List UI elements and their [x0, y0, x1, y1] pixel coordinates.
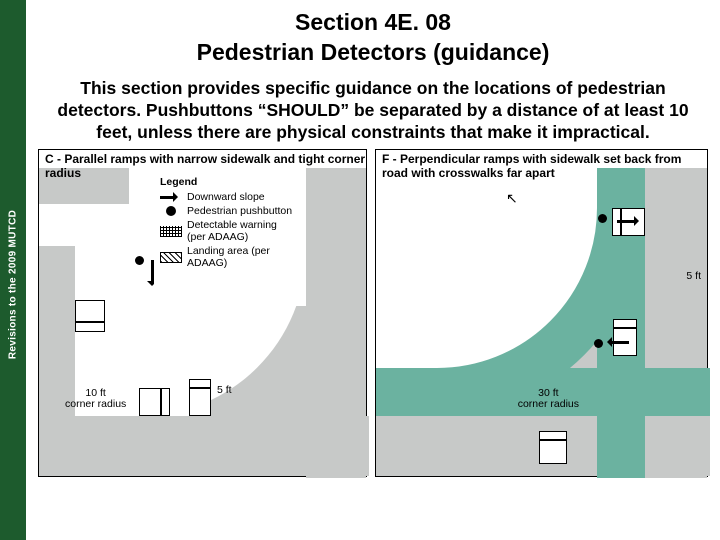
- legend-row-diag: Landing area (per ADAAG): [160, 245, 298, 269]
- slide-content: Section 4E. 08 Pedestrian Detectors (gui…: [26, 0, 720, 540]
- body-paragraph: This section provides specific guidance …: [36, 78, 710, 144]
- fig-c-road-horizontal: [39, 416, 369, 476]
- pushbutton-icon: [160, 206, 182, 217]
- fig-f-arrow-2: [609, 341, 629, 344]
- legend-row-hatch: Detectable warning (per ADAAG): [160, 219, 298, 243]
- fig-c-radius-label: 10 ftcorner radius: [65, 388, 126, 410]
- fig-f-landing-3: [539, 431, 567, 440]
- fig-f-gap-label: 5 ft: [686, 270, 701, 282]
- legend-label-2: Detectable warning (per ADAAG): [187, 219, 298, 243]
- figure-f-caption: F - Perpendicular ramps with sidewalk se…: [382, 152, 707, 180]
- title-line-1: Section 4E. 08: [295, 9, 451, 35]
- fig-c-landing-1: [75, 300, 105, 322]
- fig-c-detectable-3: [189, 379, 211, 388]
- left-green-strip: Revisions to the 2009 MUTCD: [0, 0, 26, 540]
- fig-f-detectable-3: [539, 440, 567, 464]
- cursor-icon: ↖: [506, 190, 518, 207]
- fig-c-detectable-1: [75, 322, 105, 332]
- fig-f-radius-label: 30 ftcorner radius: [518, 388, 579, 410]
- fig-c-gap-label: 5 ft: [217, 384, 232, 396]
- fig-c-landing-2: [139, 388, 161, 416]
- detectable-warning-icon: [160, 226, 182, 237]
- fig-c-detectable-2: [161, 388, 170, 416]
- legend-label-3: Landing area (per ADAAG): [187, 245, 298, 269]
- sidebar-label: Revisions to the 2009 MUTCD: [8, 210, 19, 359]
- downward-slope-icon: [160, 192, 182, 203]
- figure-row: C - Parallel ramps with narrow sidewalk …: [36, 149, 710, 477]
- figure-c: C - Parallel ramps with narrow sidewalk …: [38, 149, 367, 477]
- fig-f-arrow-1: [617, 220, 637, 223]
- legend-label-0: Downward slope: [187, 191, 265, 203]
- legend-label-1: Pedestrian pushbutton: [187, 205, 292, 217]
- legend: Legend Downward slope Pedestrian pushbut…: [154, 172, 302, 288]
- fig-c-landing-3: [189, 388, 211, 416]
- fig-f-detectable-2: [613, 319, 637, 328]
- slide-title: Section 4E. 08 Pedestrian Detectors (gui…: [36, 8, 710, 68]
- landing-area-icon: [160, 252, 182, 263]
- fig-f-sidewalk-curve: [437, 208, 597, 368]
- legend-row-arrow: Downward slope: [160, 191, 298, 203]
- figure-f: F - Perpendicular ramps with sidewalk se…: [375, 149, 708, 477]
- figure-c-caption: C - Parallel ramps with narrow sidewalk …: [45, 152, 366, 180]
- title-line-2: Pedestrian Detectors (guidance): [197, 39, 550, 65]
- legend-row-dot: Pedestrian pushbutton: [160, 205, 298, 217]
- fig-c-corner-radius: [196, 306, 306, 416]
